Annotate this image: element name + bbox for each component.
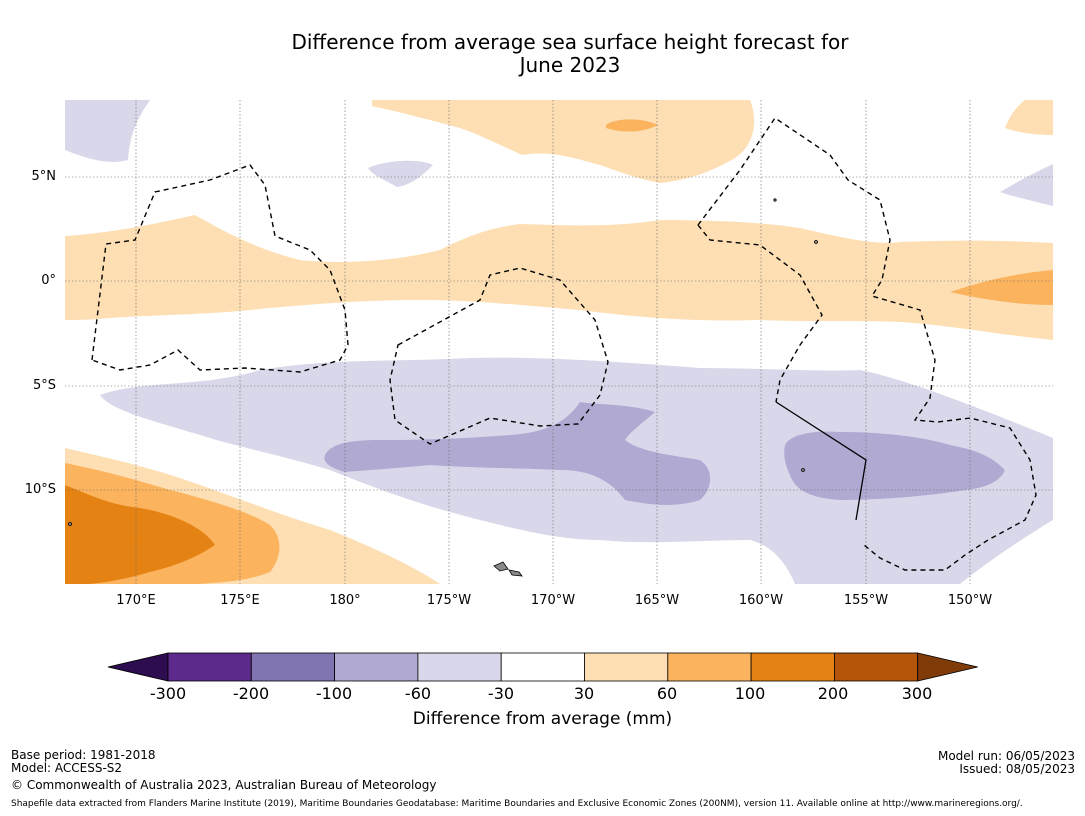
island-dot bbox=[68, 522, 72, 526]
lat-label: 10°S bbox=[24, 482, 56, 497]
lat-label: 5°S bbox=[32, 378, 56, 393]
anomaly-region-light-orange-equatorial bbox=[65, 215, 1053, 340]
anomaly-region-dark-orange-sw bbox=[65, 485, 215, 584]
anomaly-region-light-orange-north bbox=[372, 100, 755, 183]
eez-boundary-line-islands bbox=[697, 117, 1037, 571]
lon-label: 180° bbox=[329, 593, 361, 608]
lon-label: 170°W bbox=[530, 593, 576, 608]
lon-label: 170°E bbox=[116, 593, 156, 608]
model-run: Model run: 06/05/2023 bbox=[937, 749, 1075, 763]
anomaly-region-medium-purple-east bbox=[784, 431, 1005, 500]
lon-label: 150°W bbox=[947, 593, 993, 608]
colorbar-segment bbox=[334, 652, 419, 682]
colorbar-tick: -300 bbox=[149, 684, 187, 703]
colorbar-segment bbox=[584, 652, 669, 682]
anomaly-field bbox=[65, 100, 1053, 584]
anomaly-region-medium-purple-west bbox=[324, 402, 711, 505]
eez-boundary-tokelau bbox=[389, 267, 609, 445]
colorbar-tick: 300 bbox=[901, 684, 933, 703]
island-samoa-2 bbox=[508, 569, 523, 577]
anomaly-region-light-purple-nw bbox=[65, 100, 150, 162]
graticule bbox=[65, 100, 1053, 584]
maritime-boundary-line bbox=[775, 401, 867, 521]
eez-boundaries bbox=[91, 117, 1037, 571]
eez-boundary-kiribati-gilberts bbox=[91, 164, 349, 373]
colorbar-segment bbox=[834, 652, 919, 682]
model-name: Model: ACCESS-S2 bbox=[11, 761, 123, 775]
colorbar-extend-high bbox=[917, 652, 978, 682]
anomaly-region-light-purple-east bbox=[1000, 164, 1053, 206]
anomaly-region-orange-north bbox=[606, 119, 658, 132]
colorbar-tick: -60 bbox=[404, 684, 432, 703]
colorbar-tick: 200 bbox=[817, 684, 849, 703]
footer-left: Base period: 1981-2018 Model: ACCESS-S2 bbox=[11, 749, 156, 775]
chart-title: Difference from average sea surface heig… bbox=[0, 31, 1085, 77]
colorbar-segment bbox=[750, 652, 835, 682]
colorbar-segment bbox=[667, 652, 752, 682]
colorbar-segment bbox=[167, 652, 252, 682]
lon-label: 160°W bbox=[738, 593, 784, 608]
islands bbox=[68, 198, 818, 577]
anomaly-region-light-orange-ne bbox=[1005, 100, 1053, 135]
base-period: Base period: 1981-2018 bbox=[11, 748, 156, 762]
lon-label: 175°W bbox=[426, 593, 472, 608]
island-dot bbox=[773, 198, 777, 202]
colorbar-segment bbox=[500, 652, 585, 682]
issued-date: Issued: 08/05/2023 bbox=[959, 762, 1075, 776]
colorbar-extend-low bbox=[107, 652, 169, 682]
colorbar-tick: -200 bbox=[232, 684, 270, 703]
colorbar-tick: -100 bbox=[315, 684, 353, 703]
island-samoa-1 bbox=[493, 561, 509, 572]
colorbar-tick: 60 bbox=[656, 684, 678, 703]
title-line-2: June 2023 bbox=[519, 53, 621, 77]
anomaly-region-light-purple-north bbox=[368, 160, 433, 187]
eez-boundary-phoenix-link bbox=[697, 224, 823, 403]
island-dot bbox=[801, 468, 805, 472]
anomaly-region-orange-east bbox=[950, 270, 1053, 305]
copyright: © Commonwealth of Australia 2023, Austra… bbox=[11, 778, 437, 792]
lon-label: 155°W bbox=[843, 593, 889, 608]
colorbar-tick: 30 bbox=[573, 684, 595, 703]
colorbar bbox=[107, 652, 978, 682]
colorbar-label: Difference from average (mm) bbox=[412, 709, 673, 729]
title-line-1: Difference from average sea surface heig… bbox=[291, 30, 849, 54]
shapefile-credit: Shapefile data extracted from Flanders M… bbox=[11, 799, 1023, 809]
lat-label: 5°N bbox=[31, 169, 57, 184]
island-dot bbox=[814, 240, 818, 244]
colorbar-tick: -30 bbox=[487, 684, 515, 703]
lon-label: 165°W bbox=[634, 593, 680, 608]
lon-label: 175°E bbox=[220, 593, 260, 608]
footer-right: Model run: 06/05/2023 Issued: 08/05/2023 bbox=[938, 750, 1075, 776]
colorbar-tick: 100 bbox=[734, 684, 766, 703]
colorbar-segment bbox=[250, 652, 336, 682]
colorbar-segment bbox=[417, 652, 502, 682]
lat-label: 0° bbox=[41, 273, 56, 288]
